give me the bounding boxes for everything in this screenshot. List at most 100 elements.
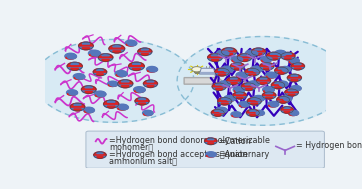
Circle shape: [119, 105, 129, 110]
Wedge shape: [147, 69, 157, 72]
Circle shape: [70, 103, 85, 111]
Wedge shape: [79, 42, 93, 46]
Circle shape: [215, 68, 229, 76]
Wedge shape: [102, 60, 109, 61]
Wedge shape: [85, 91, 92, 93]
Circle shape: [230, 63, 244, 70]
Circle shape: [208, 54, 222, 61]
Circle shape: [118, 71, 127, 76]
Wedge shape: [104, 100, 119, 104]
Wedge shape: [225, 54, 233, 56]
Wedge shape: [255, 54, 262, 55]
Wedge shape: [291, 80, 298, 82]
Circle shape: [291, 86, 301, 91]
Wedge shape: [67, 62, 82, 66]
Wedge shape: [93, 69, 107, 72]
Circle shape: [218, 108, 227, 112]
Wedge shape: [211, 60, 219, 61]
Circle shape: [149, 67, 157, 72]
Wedge shape: [275, 53, 286, 56]
Wedge shape: [205, 138, 217, 141]
FancyArrow shape: [184, 75, 222, 87]
Wedge shape: [218, 68, 226, 70]
Circle shape: [288, 110, 298, 115]
Text: =Anion: =Anion: [219, 150, 248, 159]
Text: =Hydrogen bond acceptors（quaternary: =Hydrogen bond acceptors（quaternary: [109, 150, 269, 159]
Circle shape: [117, 104, 128, 110]
Circle shape: [290, 111, 299, 115]
Wedge shape: [85, 86, 92, 88]
Circle shape: [233, 92, 247, 99]
Wedge shape: [250, 110, 256, 111]
Circle shape: [129, 62, 144, 70]
Wedge shape: [102, 54, 109, 56]
Circle shape: [253, 67, 262, 72]
Circle shape: [135, 98, 149, 105]
Circle shape: [224, 67, 233, 72]
Wedge shape: [71, 62, 79, 64]
Wedge shape: [247, 110, 259, 113]
Wedge shape: [275, 87, 282, 89]
Circle shape: [245, 68, 260, 76]
Wedge shape: [97, 157, 103, 158]
Circle shape: [108, 81, 118, 86]
Circle shape: [94, 91, 106, 97]
Circle shape: [248, 81, 259, 87]
Wedge shape: [281, 53, 295, 56]
Wedge shape: [284, 107, 290, 108]
Circle shape: [263, 87, 274, 93]
Circle shape: [224, 95, 235, 101]
Circle shape: [236, 72, 247, 78]
Wedge shape: [97, 74, 103, 76]
Wedge shape: [251, 103, 258, 105]
Wedge shape: [282, 98, 291, 101]
Circle shape: [206, 152, 216, 157]
Circle shape: [277, 51, 286, 56]
Wedge shape: [221, 103, 228, 105]
Wedge shape: [257, 77, 270, 81]
Wedge shape: [143, 80, 157, 84]
Wedge shape: [216, 83, 223, 85]
Circle shape: [109, 45, 125, 53]
Wedge shape: [81, 86, 96, 90]
Wedge shape: [74, 109, 81, 111]
Wedge shape: [126, 43, 136, 46]
Wedge shape: [147, 80, 154, 82]
Circle shape: [97, 92, 106, 97]
Wedge shape: [94, 152, 106, 155]
Wedge shape: [281, 69, 290, 72]
Wedge shape: [218, 98, 232, 101]
Circle shape: [98, 54, 113, 61]
Circle shape: [236, 88, 245, 92]
Wedge shape: [270, 58, 278, 60]
Circle shape: [227, 77, 241, 84]
Circle shape: [279, 82, 288, 86]
Wedge shape: [141, 54, 148, 55]
Wedge shape: [234, 68, 241, 70]
Wedge shape: [261, 59, 272, 62]
Wedge shape: [294, 68, 301, 70]
Wedge shape: [262, 92, 276, 95]
Wedge shape: [252, 48, 265, 52]
Wedge shape: [232, 114, 241, 117]
Circle shape: [79, 42, 93, 50]
Circle shape: [134, 87, 145, 93]
Wedge shape: [232, 59, 242, 62]
Wedge shape: [211, 54, 219, 56]
Wedge shape: [254, 98, 264, 101]
Wedge shape: [118, 80, 133, 84]
Circle shape: [277, 96, 290, 103]
Wedge shape: [285, 53, 291, 54]
Circle shape: [34, 40, 194, 122]
Wedge shape: [289, 113, 298, 115]
Circle shape: [217, 50, 228, 56]
Wedge shape: [98, 54, 113, 58]
Circle shape: [233, 87, 244, 93]
Wedge shape: [241, 60, 248, 61]
Wedge shape: [82, 48, 89, 50]
Wedge shape: [138, 48, 152, 52]
Wedge shape: [260, 83, 267, 84]
Wedge shape: [247, 53, 257, 56]
Wedge shape: [264, 68, 270, 70]
Wedge shape: [270, 52, 278, 54]
